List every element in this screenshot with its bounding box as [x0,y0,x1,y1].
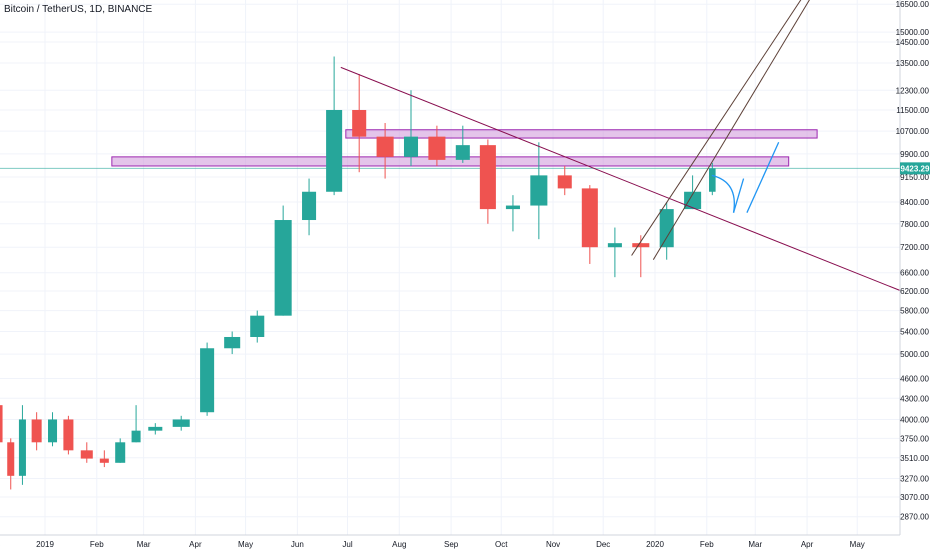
time-tick-label: Feb [700,540,714,549]
candle-body [224,337,240,348]
price-tick-label: 6200.00 [900,287,929,296]
candle-body [19,419,26,475]
candle-body [81,450,93,458]
price-tick-label: 4300.00 [900,394,929,403]
candle-body [480,145,496,209]
price-tick-label: 15000.00 [896,28,930,37]
time-tick-label: Feb [90,540,104,549]
candle-body [352,110,366,137]
candle-body [115,442,125,463]
time-tick-label: Mar [748,540,762,549]
time-tick-label: Jun [291,540,304,549]
candle-body [173,419,190,426]
candle-body [404,137,418,157]
candle-body [275,220,292,316]
price-tick-label: 16500.00 [896,0,930,9]
price-tick-label: 3270.00 [900,475,929,484]
resistance-zone [112,157,789,166]
price-tick-label: 5000.00 [900,350,929,359]
candle-body [608,243,622,247]
price-tick-label: 13500.00 [896,59,930,68]
price-tick-label: 11500.00 [896,106,929,115]
price-tick-label: 14500.00 [896,38,930,47]
price-tick-label: 10700.00 [896,127,930,136]
candle-body [48,419,57,442]
candle-body [32,419,42,442]
candle-body [200,348,214,412]
price-tick-label: 2870.00 [900,513,929,522]
candle-body [530,175,547,205]
candle-body [132,431,141,443]
price-tick-label: 7800.00 [900,220,929,229]
candle-body [377,137,394,157]
current-price-label: 9423.29 [901,164,930,173]
candle-body [250,316,264,337]
price-tick-label: 5800.00 [900,307,929,316]
time-tick-label: May [238,540,253,549]
candle-body [709,168,716,191]
candle-body [582,188,598,247]
time-tick-label: Apr [801,540,814,549]
candle-body [100,459,109,463]
candle-body [506,206,520,210]
price-tick-label: 12300.00 [896,86,930,95]
price-tick-label: 9900.00 [900,150,929,159]
candle-body [63,419,73,450]
price-tick-label: 3070.00 [900,493,929,502]
time-tick-label: Nov [546,540,560,549]
candle-body [148,427,162,431]
time-tick-label: 2020 [646,540,664,549]
price-tick-label: 6600.00 [900,269,929,278]
price-tick-label: 3750.00 [900,434,929,443]
price-tick-label: 4000.00 [900,415,929,424]
time-tick-label: Oct [495,540,508,549]
price-tick-label: 3510.00 [900,454,929,463]
candle-body [558,175,572,188]
candle-body [456,145,470,160]
candle-body [0,405,3,442]
price-tick-label: 7200.00 [900,243,929,252]
time-tick-label: Mar [137,540,151,549]
candle-body [7,442,14,476]
time-tick-label: Apr [189,540,202,549]
candle-body [428,137,445,160]
time-tick-label: May [850,540,865,549]
time-tick-label: Jul [342,540,352,549]
price-tick-label: 8400.00 [900,198,929,207]
price-tick-label: 4600.00 [900,374,929,383]
price-tick-label: 5400.00 [900,328,929,337]
candle-body [302,192,316,220]
candle-body [632,243,649,247]
chart-title: Bitcoin / TetherUS, 1D, BINANCE [4,4,152,15]
time-tick-label: Dec [596,540,610,549]
time-tick-label: Sep [444,540,459,549]
candle-body [326,110,342,192]
time-tick-label: Aug [392,540,406,549]
candle-body [660,209,674,247]
time-tick-label: 2019 [36,540,54,549]
